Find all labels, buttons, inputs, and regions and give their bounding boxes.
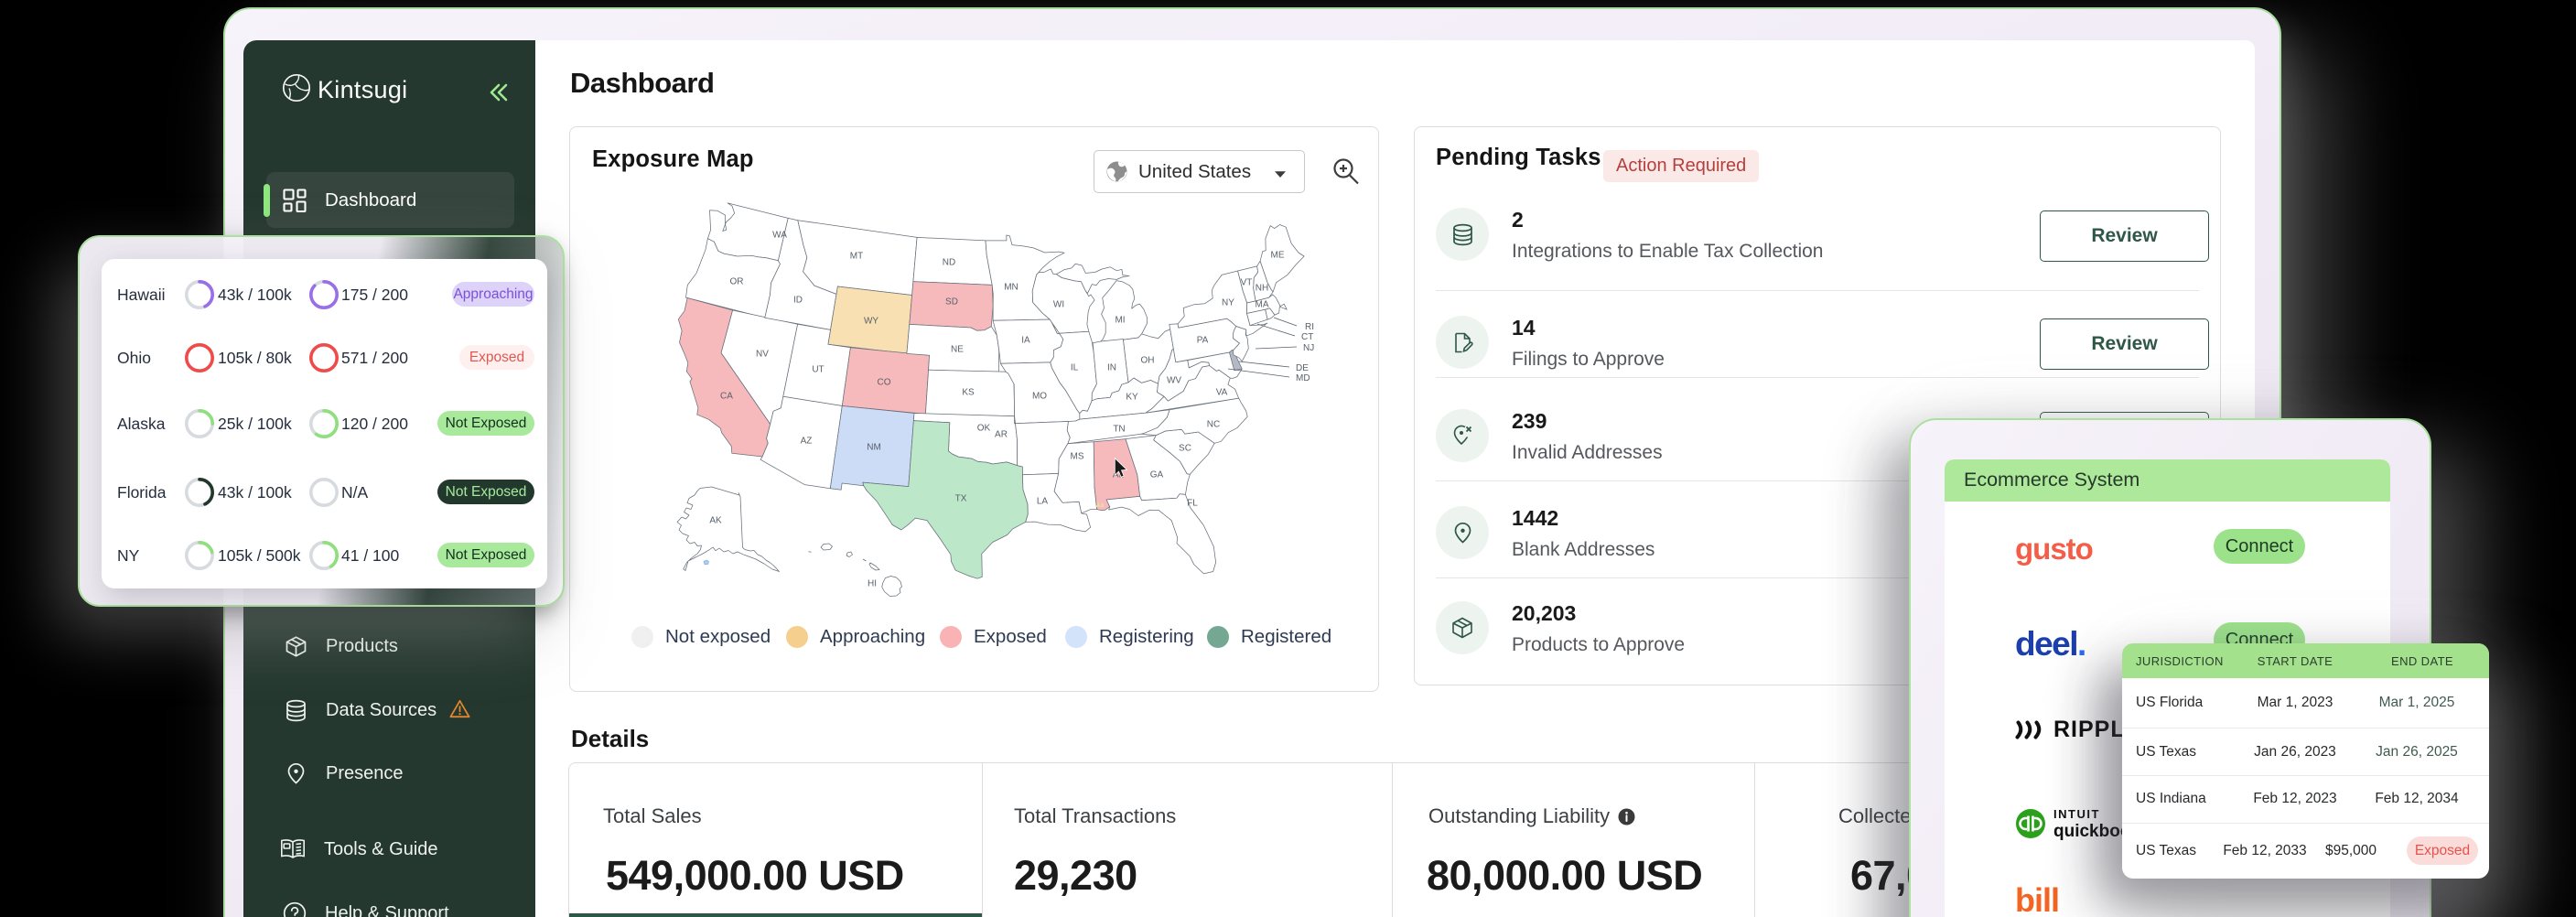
svg-text:NJ: NJ: [1303, 343, 1314, 353]
svg-text:AL: AL: [1113, 470, 1125, 480]
svg-text:WV: WV: [1167, 376, 1181, 386]
svg-text:KY: KY: [1126, 393, 1138, 403]
svg-text:NM: NM: [867, 443, 881, 453]
svg-text:AZ: AZ: [801, 437, 813, 447]
svg-text:KS: KS: [962, 388, 975, 398]
svg-text:TN: TN: [1113, 425, 1125, 435]
svg-text:WA: WA: [772, 231, 787, 241]
svg-text:IN: IN: [1107, 363, 1116, 373]
svg-text:OH: OH: [1141, 356, 1155, 366]
svg-text:HI: HI: [868, 579, 877, 589]
svg-text:IL: IL: [1071, 363, 1079, 373]
svg-text:AR: AR: [995, 430, 1008, 440]
svg-text:CA: CA: [720, 392, 733, 402]
svg-text:ND: ND: [943, 258, 955, 268]
svg-text:NY: NY: [1222, 298, 1234, 308]
svg-text:IA: IA: [1021, 336, 1030, 346]
svg-text:GA: GA: [1150, 470, 1164, 480]
svg-text:PA: PA: [1197, 336, 1209, 346]
svg-text:LA: LA: [1037, 497, 1049, 507]
svg-text:MT: MT: [850, 252, 863, 262]
svg-text:MN: MN: [1004, 283, 1019, 293]
svg-text:SC: SC: [1179, 444, 1191, 454]
svg-text:WI: WI: [1053, 300, 1064, 310]
svg-text:OR: OR: [730, 277, 744, 287]
svg-text:ID: ID: [793, 296, 803, 306]
svg-text:DE: DE: [1296, 363, 1309, 373]
svg-text:NV: NV: [756, 350, 769, 360]
svg-text:MD: MD: [1296, 373, 1310, 383]
svg-text:FL: FL: [1187, 499, 1198, 509]
svg-text:VA: VA: [1216, 388, 1228, 398]
svg-text:SD: SD: [945, 297, 958, 307]
svg-text:AK: AK: [709, 516, 722, 526]
svg-text:NE: NE: [951, 345, 964, 355]
svg-text:VT: VT: [1241, 278, 1253, 288]
svg-text:MA: MA: [1256, 300, 1269, 310]
svg-text:NH: NH: [1256, 284, 1268, 294]
svg-text:CO: CO: [878, 378, 891, 388]
svg-text:MO: MO: [1032, 392, 1047, 402]
svg-text:MS: MS: [1071, 452, 1084, 462]
svg-text:OK: OK: [977, 424, 991, 434]
svg-text:UT: UT: [812, 365, 824, 375]
svg-text:ME: ME: [1271, 251, 1285, 261]
svg-text:TX: TX: [955, 494, 967, 504]
svg-text:NC: NC: [1207, 420, 1220, 430]
svg-text:MI: MI: [1115, 316, 1125, 326]
svg-text:WY: WY: [864, 317, 878, 327]
svg-text:CT: CT: [1301, 332, 1313, 342]
svg-text:RI: RI: [1305, 322, 1314, 332]
